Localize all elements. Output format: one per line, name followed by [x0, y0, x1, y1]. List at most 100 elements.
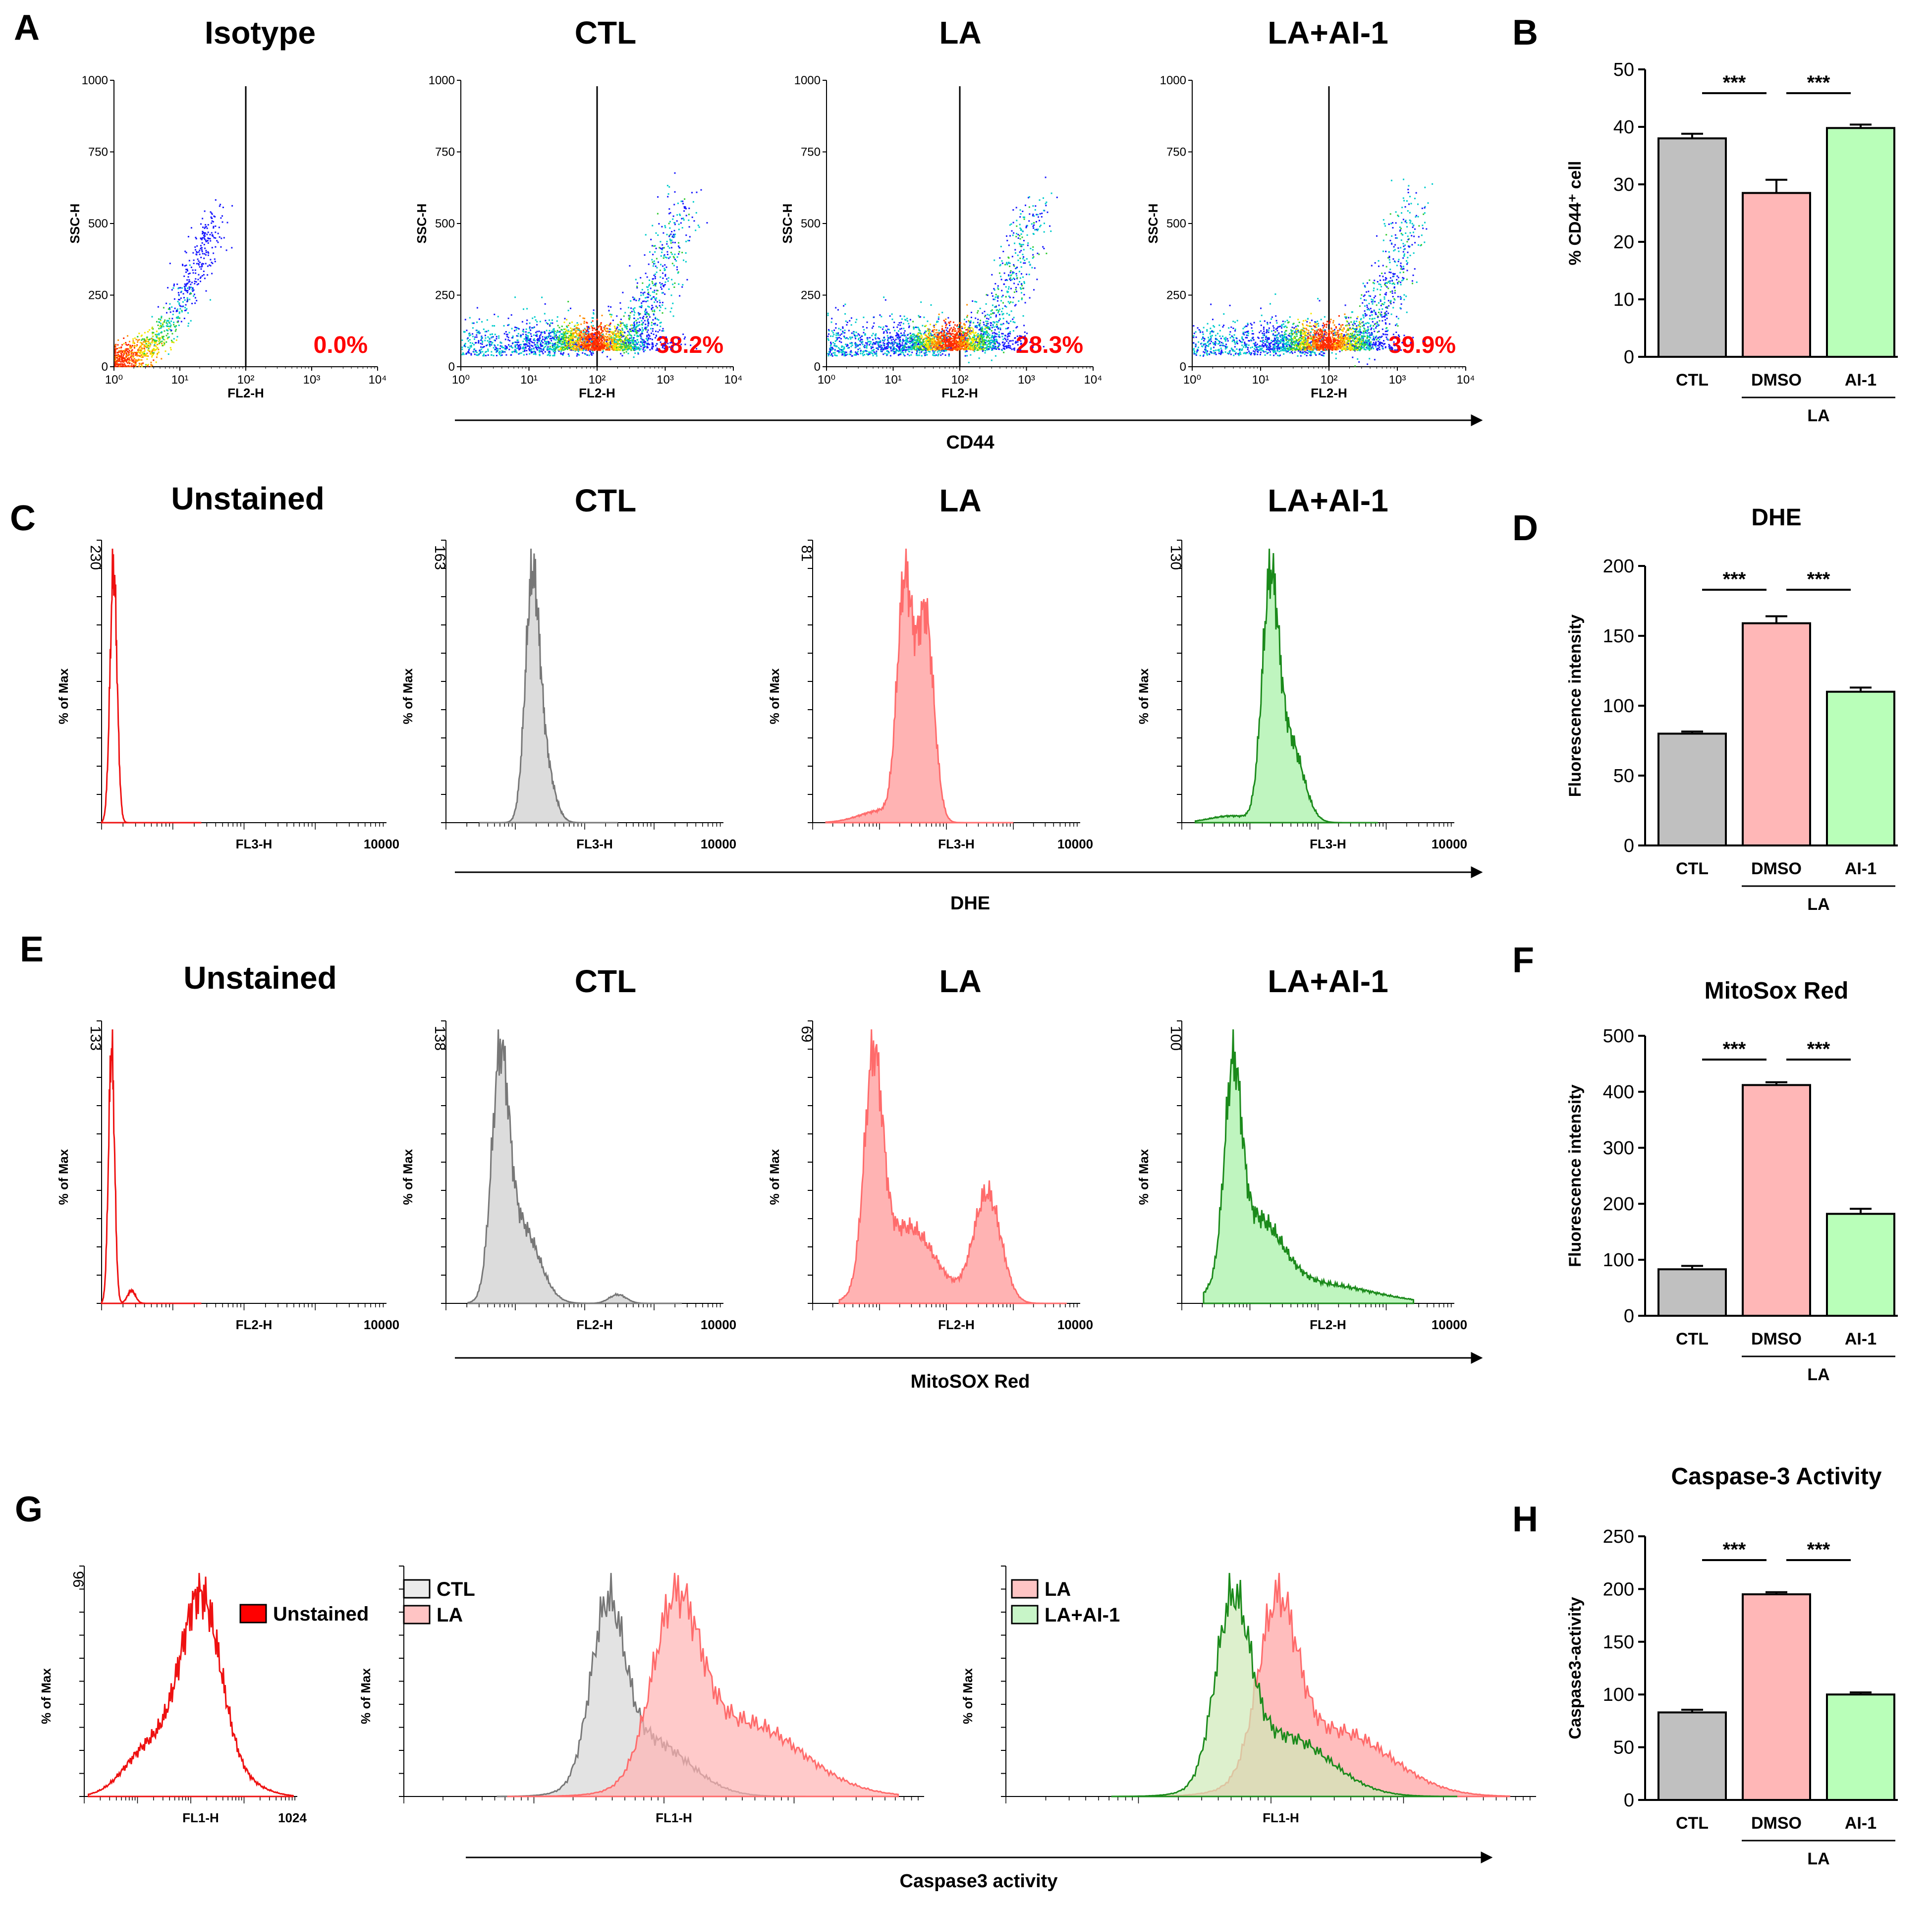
scatter-dot [629, 328, 631, 330]
scatter-dot [655, 265, 657, 267]
scatter-dot [505, 354, 507, 356]
scatter-dot [941, 330, 943, 332]
scatter-dot [552, 342, 553, 344]
scatter-dot [117, 355, 119, 356]
scatter-dot [529, 328, 531, 330]
scatter-dot [1009, 296, 1011, 298]
scatter-dot [881, 347, 883, 349]
scatter-dot [642, 294, 644, 296]
scatter-dot [169, 347, 171, 349]
scatter-dot [661, 283, 663, 284]
scatter-dot [558, 335, 560, 337]
scatter-dot [487, 344, 489, 346]
scatter-dot [1031, 223, 1033, 225]
scatter-dot [653, 275, 655, 277]
scatter-dot [1045, 176, 1047, 178]
scatter-dot [466, 330, 468, 332]
scatter-dot [139, 347, 140, 349]
scatter-dot [652, 346, 654, 347]
scatter-dot [476, 354, 478, 356]
scatter-dot [491, 351, 493, 353]
scatter-dot [996, 309, 998, 311]
scatter-dot [1049, 225, 1051, 227]
scatter-dot [632, 343, 634, 345]
scatter-dot [155, 340, 157, 342]
scatter-dot [1011, 348, 1013, 350]
scatter-dot [647, 300, 649, 302]
scatter-dot [903, 345, 904, 347]
scatter-dot [662, 247, 664, 249]
scatter-dot [570, 307, 571, 309]
scatter-dot [512, 336, 514, 337]
scatter-dot [207, 274, 209, 276]
scatter-dot [630, 335, 632, 337]
scatter-dot [154, 340, 156, 342]
scatter-dot [185, 252, 187, 254]
scatter-dot [638, 321, 640, 323]
scatter-dot [1032, 257, 1034, 259]
scatter-dot [929, 344, 931, 346]
scatter-dot [519, 346, 521, 348]
scatter-dot [557, 338, 559, 340]
scatter-dot [967, 337, 969, 339]
scatter-dot [996, 333, 998, 335]
scatter-dot [560, 329, 562, 331]
scatter-dot [581, 349, 583, 351]
scatter-y-label: SSC-H [67, 204, 82, 244]
scatter-dot [889, 315, 891, 317]
scatter-dot [993, 326, 995, 328]
scatter-dots [461, 172, 708, 360]
scatter-dot [164, 344, 166, 346]
scatter-dot [161, 317, 163, 319]
scatter-dot [548, 349, 550, 350]
scatter-dot [154, 344, 156, 346]
scatter-dot [839, 334, 841, 336]
scatter-dot [176, 321, 178, 323]
scatter-dot [535, 346, 537, 348]
scatter-dot [679, 295, 681, 297]
scatter-dot [516, 351, 518, 353]
scatter-dot [500, 355, 502, 357]
scatter-dot [984, 311, 986, 313]
scatter-dot [654, 309, 656, 311]
scatter-dot [883, 339, 884, 341]
scatter-dot [632, 296, 634, 298]
scatter-dot [633, 297, 635, 299]
scatter-dot [488, 330, 490, 332]
scatter-dot [639, 329, 641, 331]
scatter-dot [994, 289, 995, 291]
scatter-dot [872, 355, 874, 356]
scatter-dot [530, 338, 532, 340]
scatter-dot [544, 339, 546, 341]
scatter-dot [491, 344, 493, 346]
scatter-dot [662, 265, 664, 267]
scatter-dot [575, 341, 577, 343]
scatter-dot [588, 341, 590, 343]
scatter-dot [627, 347, 629, 348]
scatter-y-tick-label: 1000 [794, 74, 821, 87]
scatter-dot [489, 340, 491, 342]
scatter-dot [883, 331, 885, 333]
scatter-dot [979, 325, 981, 327]
scatter-dot [117, 356, 119, 358]
scatter-dot [520, 336, 522, 338]
scatter-dot [526, 341, 528, 343]
scatter-dot [636, 346, 638, 348]
scatter-dot [1024, 331, 1026, 333]
scatter-dot [610, 346, 612, 348]
scatter-dot [469, 342, 471, 344]
scatter-dot [574, 341, 576, 343]
title-la-e: LA [939, 963, 981, 999]
scatter-dot [564, 346, 566, 348]
scatter-dot [652, 224, 654, 226]
scatter-dot [527, 338, 529, 340]
scatter-dot [639, 328, 641, 330]
scatter-dot [161, 340, 163, 342]
scatter-dot [636, 348, 638, 350]
scatter-dot [169, 329, 171, 331]
scatter-dot [116, 357, 118, 359]
scatter-dot [585, 353, 587, 355]
scatter-dot [907, 334, 909, 336]
gate-percentage: 28.3% [1016, 332, 1083, 358]
scatter-dot [630, 337, 632, 339]
